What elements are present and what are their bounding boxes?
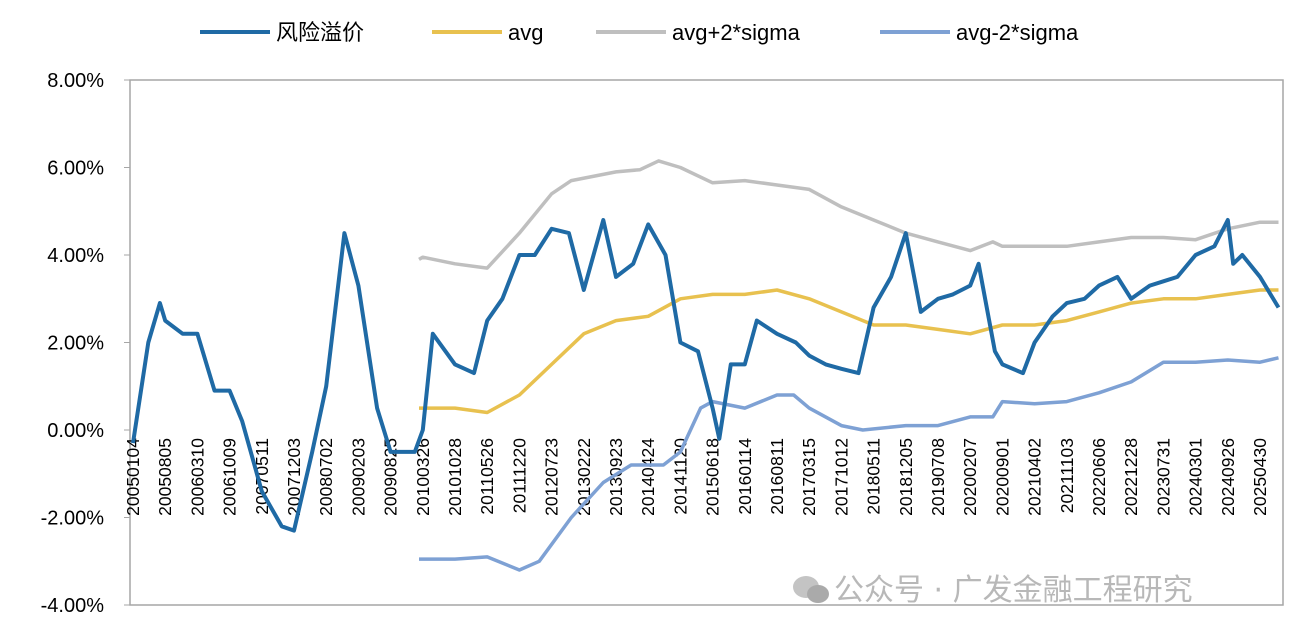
legend-label: avg+2*sigma bbox=[672, 20, 801, 45]
y-tick-label: -2.00% bbox=[41, 508, 105, 530]
series-line-0 bbox=[131, 218, 1281, 533]
x-tick-label: 20110526 bbox=[477, 438, 497, 515]
x-tick-label: 20211103 bbox=[1057, 438, 1077, 513]
x-tick-label: 20050104 bbox=[123, 438, 143, 516]
y-tick-label: 8.00% bbox=[47, 70, 104, 92]
x-tick-label: 20150618 bbox=[703, 438, 723, 516]
y-tick-label: 6.00% bbox=[47, 158, 104, 180]
series-lines bbox=[131, 159, 1281, 572]
y-tick-label: 4.00% bbox=[47, 245, 104, 267]
x-tick-label: 20160811 bbox=[767, 438, 787, 515]
x-tick-label: 20050805 bbox=[155, 438, 175, 516]
watermark-text: 公众号 · 广发金融工程研究 bbox=[834, 573, 1193, 608]
x-tick-label: 20100326 bbox=[413, 438, 433, 516]
x-tick-label: 20240926 bbox=[1218, 438, 1238, 516]
series-line-3 bbox=[419, 356, 1279, 572]
x-tick-label: 20071203 bbox=[284, 438, 304, 516]
x-tick-label: 20070511 bbox=[252, 438, 272, 515]
x-tick-label: 20101028 bbox=[445, 438, 465, 516]
y-tick-label: -4.00% bbox=[41, 595, 105, 617]
x-tick-label: 20210402 bbox=[1025, 438, 1045, 516]
plot-frame bbox=[129, 79, 1284, 606]
legend-label: 风险溢价 bbox=[276, 20, 364, 45]
x-tick-label: 20061009 bbox=[220, 438, 240, 516]
x-tick-label: 20181205 bbox=[896, 438, 916, 516]
x-tick-label: 20170315 bbox=[799, 438, 819, 516]
x-tick-label: 20120723 bbox=[542, 438, 562, 516]
x-tick-label: 20221228 bbox=[1121, 438, 1141, 516]
x-tick-label: 20171012 bbox=[831, 438, 851, 516]
y-tick-label: 0.00% bbox=[47, 420, 104, 442]
x-tick-label: 20190708 bbox=[928, 438, 948, 516]
legend-label: avg-2*sigma bbox=[956, 20, 1079, 45]
x-tick-label: 20250430 bbox=[1250, 438, 1270, 516]
y-axis: 8.00% 6.00% 4.00% 2.00% 0.00% -2.00% -4.00% bbox=[41, 70, 130, 617]
x-axis: 20050104 20050805 20060310 20061009 20070511… bbox=[123, 438, 1270, 516]
legend: 风险溢价 avg avg+2*sigma avg-2*sigma bbox=[200, 20, 1079, 45]
x-tick-label: 20111220 bbox=[509, 438, 529, 514]
x-tick-label: 20160114 bbox=[735, 438, 755, 515]
y-tick-label: 2.00% bbox=[47, 333, 104, 355]
series-line-2 bbox=[418, 159, 1279, 270]
x-tick-label: 20240301 bbox=[1186, 438, 1206, 516]
x-tick-label: 20130923 bbox=[606, 438, 626, 516]
x-tick-label: 20060310 bbox=[187, 438, 207, 516]
x-tick-label: 20140424 bbox=[638, 438, 658, 516]
series-line-1 bbox=[419, 288, 1279, 415]
x-tick-label: 20080702 bbox=[316, 438, 336, 516]
x-tick-label: 20230731 bbox=[1153, 438, 1173, 516]
x-tick-label: 20180511 bbox=[864, 438, 884, 515]
wechat-icon bbox=[793, 576, 829, 603]
x-tick-label: 20220606 bbox=[1089, 438, 1109, 516]
watermark: 公众号 · 广发金融工程研究 bbox=[793, 573, 1193, 608]
x-tick-label: 20200207 bbox=[960, 438, 980, 516]
x-tick-label: 20090825 bbox=[381, 438, 401, 516]
legend-label: avg bbox=[508, 20, 543, 45]
x-tick-label: 20200901 bbox=[992, 438, 1012, 516]
x-tick-label: 20090203 bbox=[348, 438, 368, 516]
